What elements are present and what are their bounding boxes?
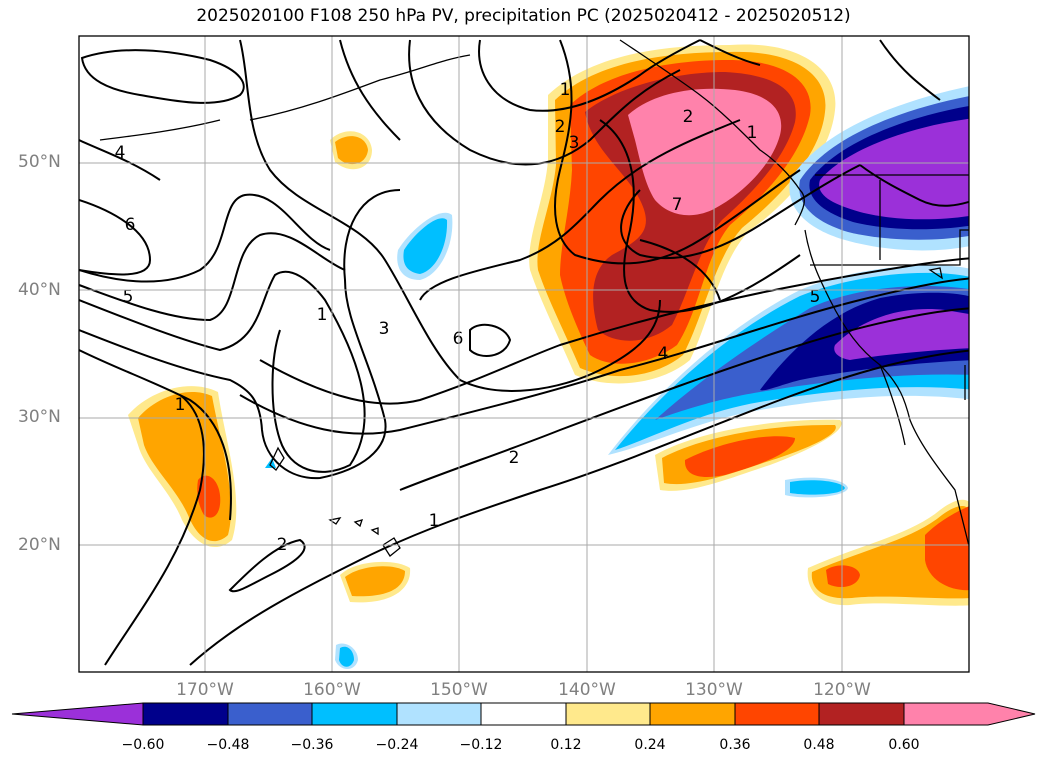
colorbar-segment (734, 702, 820, 726)
contour-label: 5 (123, 287, 134, 307)
chart-title: 2025020100 F108 250 hPa PV, precipitatio… (196, 6, 851, 26)
contour-label: 1 (560, 80, 571, 100)
lon-label-150w: 150°W (430, 680, 488, 700)
precip-shading-positive (128, 44, 969, 669)
colorbar-segment (142, 702, 229, 726)
contour-label: 1 (747, 123, 758, 143)
colorbar-tick: 0.48 (803, 737, 835, 753)
lat-label-40n: 40°N (18, 280, 61, 300)
colorbar (11, 702, 1036, 726)
colorbar-tick: 0.24 (634, 737, 666, 753)
contour-label: 2 (683, 107, 694, 127)
contour-label: 4 (658, 344, 669, 364)
lon-label-140w: 140°W (558, 680, 616, 700)
contour-label: 1 (175, 395, 186, 415)
colorbar-segment (396, 702, 482, 726)
colorbar-segment (649, 702, 736, 726)
contour-label: 2 (509, 448, 520, 468)
islands (269, 267, 943, 557)
colorbar-segment (818, 702, 905, 726)
colorbar-segment (227, 702, 313, 726)
colorbar-segment (480, 702, 567, 726)
colorbar-tick: 0.60 (888, 737, 920, 753)
contour-label: 6 (125, 215, 136, 235)
colorbar-tick: −0.12 (459, 737, 503, 753)
lon-label-130w: 130°W (685, 680, 743, 700)
colorbar-segment (311, 702, 398, 726)
colorbar-tick: −0.48 (206, 737, 250, 753)
colorbar-extend-max (903, 702, 1036, 726)
colorbar-tick: 0.12 (550, 737, 582, 753)
contour-label: 4 (115, 143, 126, 163)
contour-label: 1 (429, 511, 440, 531)
colorbar-tick: −0.24 (375, 737, 419, 753)
contour-label: 6 (453, 329, 464, 349)
contour-label: 2 (555, 117, 566, 137)
lon-label-170w: 170°W (176, 680, 234, 700)
colorbar-tick: −0.60 (121, 737, 165, 753)
lat-label-30n: 30°N (18, 407, 61, 427)
colorbar-extend-min (11, 702, 144, 726)
contour-label: 3 (569, 133, 580, 153)
contour-label: 5 (810, 287, 821, 307)
contour-label: 1 (317, 305, 328, 325)
pv-contours (79, 39, 969, 666)
lon-label-160w: 160°W (303, 680, 361, 700)
colorbar-tick: −0.36 (290, 737, 334, 753)
colorbar-segment (565, 702, 651, 726)
contour-label: 7 (672, 195, 683, 215)
pv-contour-labels: 1 2 3 4 5 6 7 1 2 3 4 5 6 1 2 1 2 1 (115, 80, 821, 555)
gridlines (79, 36, 969, 672)
colorbar-tick: 0.36 (719, 737, 751, 753)
lat-label-50n: 50°N (18, 152, 61, 172)
contour-label: 3 (379, 319, 390, 339)
lon-label-120w: 120°W (813, 680, 871, 700)
lat-label-20n: 20°N (18, 535, 61, 555)
map-frame (78, 35, 970, 673)
